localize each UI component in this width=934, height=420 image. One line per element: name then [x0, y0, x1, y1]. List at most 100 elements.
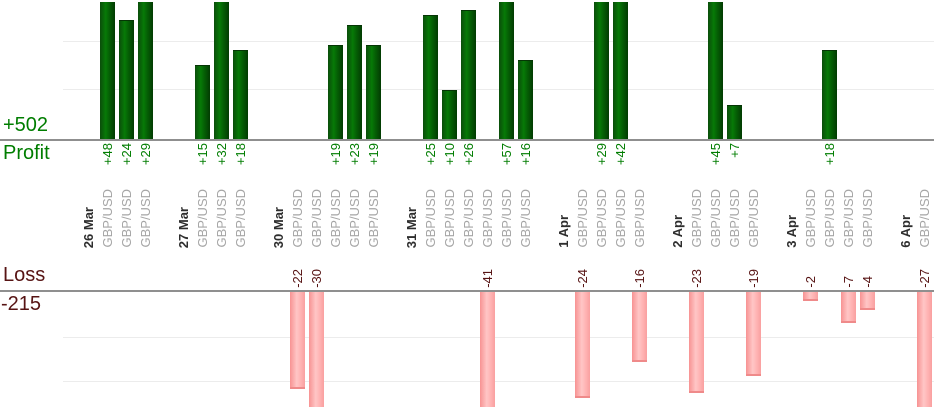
profit-axis-label: Profit [3, 142, 50, 164]
profit-value-label-text: +48 [100, 143, 115, 166]
date-label: 1 Apr [555, 168, 572, 248]
loss-gridline-10 [63, 337, 934, 338]
instrument-label-text: GBP/USD [822, 189, 837, 248]
instrument-label-text: GBP/USD [480, 189, 495, 248]
instrument-label: GBP/USD [574, 168, 591, 248]
date-label: 2 Apr [669, 168, 686, 248]
instrument-label: GBP/USD [802, 168, 819, 248]
instrument-label-text: GBP/USD [917, 189, 932, 248]
instrument-label-text: GBP/USD [100, 189, 115, 248]
loss-value-label-text: -19 [746, 269, 761, 288]
category-axis-labels: 26 Mar GBP/USD GBP/USD GBP/USD 27 Mar GBP/USD… [0, 168, 934, 248]
loss-bar [575, 292, 590, 398]
loss-value-label: -7 [840, 257, 857, 288]
date-label: 26 Mar [80, 168, 97, 248]
instrument-label: GBP/USD [840, 168, 857, 248]
loss-value-label-text: -41 [480, 269, 495, 288]
loss-value-label: -27 [916, 257, 933, 288]
instrument-label-text: GBP/USD [499, 189, 514, 248]
instrument-label-text: GBP/USD [613, 189, 628, 248]
profit-bar [708, 2, 723, 141]
instrument-label: GBP/USD [517, 168, 534, 248]
loss-value-label-text: -23 [689, 269, 704, 288]
instrument-label: GBP/USD [194, 168, 211, 248]
instrument-label: GBP/USD [289, 168, 306, 248]
date-label: 31 Mar [403, 168, 420, 248]
instrument-label-text: GBP/USD [347, 189, 362, 248]
instrument-label-text: GBP/USD [746, 189, 761, 248]
loss-plot-area [0, 292, 934, 407]
profit-bar [233, 50, 248, 141]
profit-value-label-text: +24 [119, 143, 134, 166]
profit-bar [518, 60, 533, 141]
instrument-label: GBP/USD [745, 168, 762, 248]
profit-value-label-text: +23 [347, 143, 362, 166]
instrument-label-text: GBP/USD [442, 189, 457, 248]
profit-gridline-20 [63, 41, 934, 42]
loss-value-label-text: -24 [575, 269, 590, 288]
profit-plot-area [0, 0, 934, 141]
instrument-label-text: GBP/USD [841, 189, 856, 248]
instrument-label: GBP/USD [365, 168, 382, 248]
instrument-label: GBP/USD [631, 168, 648, 248]
profit-bar [347, 25, 362, 141]
profit-bar [442, 90, 457, 141]
instrument-label: GBP/USD [688, 168, 705, 248]
profit-value-label-text: +10 [442, 143, 457, 166]
profit-bar [100, 2, 115, 141]
profit-bar [613, 2, 628, 141]
profit-bar [423, 15, 438, 141]
profit-value-label-text: +18 [822, 143, 837, 166]
instrument-label-text: GBP/USD [328, 189, 343, 248]
total-loss-label: -215 [1, 293, 42, 315]
loss-gridline-20 [63, 381, 934, 382]
instrument-label: GBP/USD [232, 168, 249, 248]
date-label-text: 31 Mar [404, 206, 419, 248]
instrument-label: GBP/USD [916, 168, 933, 248]
date-label-text: 2 Apr [670, 215, 685, 248]
profit-value-label-text: +19 [366, 143, 381, 166]
profit-bar [195, 65, 210, 141]
loss-bar [290, 292, 305, 389]
instrument-label: GBP/USD [479, 168, 496, 248]
loss-axis-label: Loss [3, 264, 46, 286]
loss-value-label-text: -30 [309, 269, 324, 288]
instrument-label-text: GBP/USD [233, 189, 248, 248]
loss-value-label: -19 [745, 257, 762, 288]
total-profit-label: +502 [3, 114, 49, 136]
instrument-label: GBP/USD [612, 168, 629, 248]
instrument-label-text: GBP/USD [195, 189, 210, 248]
loss-value-label: -4 [859, 257, 876, 288]
instrument-label-text: GBP/USD [461, 189, 476, 248]
loss-value-label-text: -2 [803, 276, 818, 288]
date-label-text: 6 Apr [898, 215, 913, 248]
profit-bar [461, 10, 476, 141]
date-label: 3 Apr [783, 168, 800, 248]
instrument-label: GBP/USD [460, 168, 477, 248]
instrument-label: GBP/USD [118, 168, 135, 248]
date-label: 30 Mar [270, 168, 287, 248]
instrument-label: GBP/USD [137, 168, 154, 248]
instrument-label: GBP/USD [213, 168, 230, 248]
instrument-label: GBP/USD [859, 168, 876, 248]
instrument-label-text: GBP/USD [689, 189, 704, 248]
instrument-label: GBP/USD [346, 168, 363, 248]
instrument-label: GBP/USD [99, 168, 116, 248]
profit-bar [119, 20, 134, 141]
profit-value-label-text: +42 [613, 143, 628, 166]
date-label: 27 Mar [175, 168, 192, 248]
instrument-label-text: GBP/USD [214, 189, 229, 248]
date-label-text: 27 Mar [176, 206, 191, 248]
loss-value-label: -16 [631, 257, 648, 288]
profit-bar [499, 2, 514, 141]
instrument-label-text: GBP/USD [518, 189, 533, 248]
date-label: 6 Apr [897, 168, 914, 248]
profit-axis-line [0, 139, 934, 141]
profit-bar [138, 2, 153, 141]
instrument-label-text: GBP/USD [860, 189, 875, 248]
instrument-label-text: GBP/USD [727, 189, 742, 248]
profit-value-label-text: +18 [233, 143, 248, 166]
profit-value-label-text: +25 [423, 143, 438, 166]
instrument-label-text: GBP/USD [366, 189, 381, 248]
